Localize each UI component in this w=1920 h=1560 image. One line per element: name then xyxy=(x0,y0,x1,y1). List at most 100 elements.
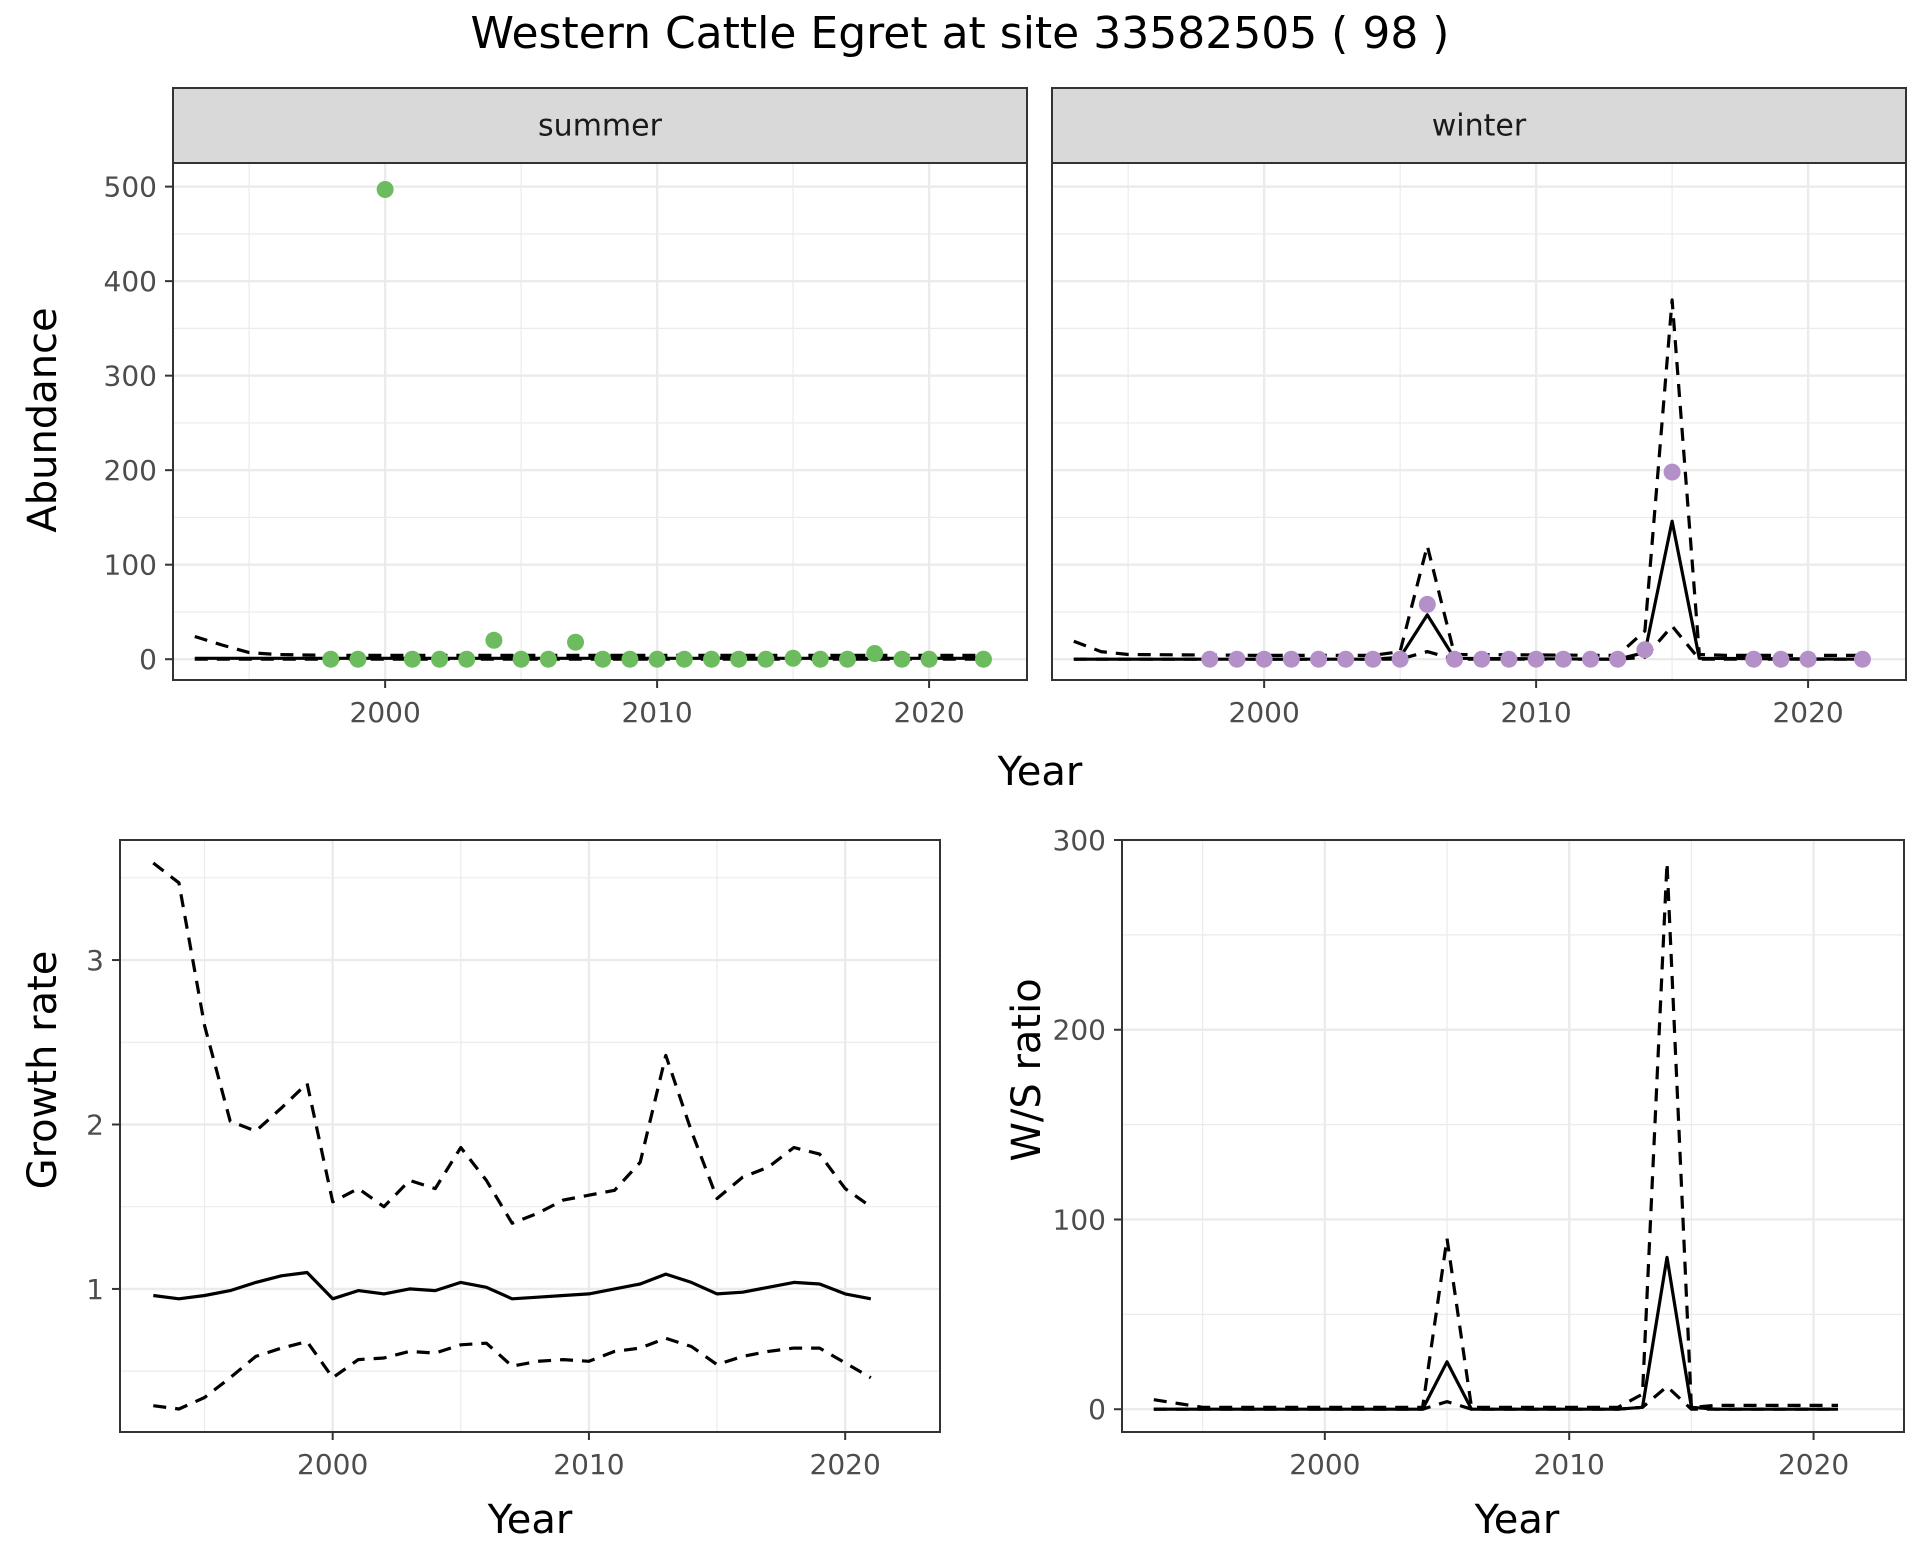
x-tick-label: 2020 xyxy=(893,696,964,729)
data-point xyxy=(1446,650,1464,668)
y-tick-label: 1 xyxy=(86,1273,104,1306)
data-point xyxy=(757,650,775,668)
y-tick-label: 0 xyxy=(139,643,157,676)
plot-background xyxy=(1052,163,1906,680)
series-line-mean xyxy=(1153,1255,1838,1411)
panel-border xyxy=(1121,839,1905,1433)
data-point xyxy=(1282,650,1300,668)
data-point xyxy=(838,650,856,668)
data-point xyxy=(1663,463,1681,481)
data-point xyxy=(1582,650,1600,668)
data-point xyxy=(1772,650,1790,668)
data-point xyxy=(512,650,530,668)
panel-border xyxy=(119,839,941,1433)
ws-ratio-panel: 2000 2010 2020 0 100 200 300 xyxy=(1053,824,1905,1481)
plot-background xyxy=(120,840,940,1432)
data-point xyxy=(920,650,938,668)
ws-y-axis-title: W/S ratio xyxy=(1004,978,1050,1161)
data-point xyxy=(648,650,666,668)
data-point xyxy=(730,650,748,668)
y-tick-label: 400 xyxy=(104,265,157,298)
data-point xyxy=(1745,650,1763,668)
x-tick-label: 2000 xyxy=(350,696,421,729)
data-point xyxy=(1636,641,1654,659)
data-point xyxy=(458,650,476,668)
data-point xyxy=(594,650,612,668)
series-line-mean xyxy=(153,1270,872,1301)
data-point xyxy=(1799,650,1817,668)
data-point xyxy=(1554,650,1572,668)
data-point xyxy=(349,650,367,668)
data-point xyxy=(1418,595,1436,613)
x-tick-label: 2000 xyxy=(1229,696,1300,729)
series-line-bound xyxy=(153,1336,872,1411)
data-point xyxy=(1364,650,1382,668)
data-point xyxy=(1228,650,1246,668)
facet-strip xyxy=(1051,87,1907,164)
data-point xyxy=(675,650,693,668)
facet-strip-label: summer xyxy=(538,109,663,144)
data-point xyxy=(866,645,884,663)
data-point xyxy=(621,650,639,668)
growth-rate-panel: 2000 2010 2020 1 2 3 xyxy=(86,839,941,1481)
plot-background xyxy=(173,163,1027,680)
growth-y-axis-title: Growth rate xyxy=(20,951,66,1190)
series-line-bound xyxy=(194,634,984,657)
data-point xyxy=(1310,650,1328,668)
x-tick-label: 2010 xyxy=(1500,696,1571,729)
data-point xyxy=(893,650,911,668)
data-point xyxy=(403,650,421,668)
y-tick-label: 100 xyxy=(104,549,157,582)
y-tick-label: 0 xyxy=(1088,1393,1106,1426)
x-tick-label: 2020 xyxy=(1772,696,1843,729)
top-y-axis-title: Abundance xyxy=(20,307,66,532)
x-tick-label: 2020 xyxy=(1778,1448,1849,1481)
data-point xyxy=(376,180,394,198)
data-point xyxy=(1255,650,1273,668)
data-point xyxy=(1500,650,1518,668)
data-point xyxy=(1337,650,1355,668)
data-point xyxy=(485,631,503,649)
data-point xyxy=(567,633,585,651)
data-point xyxy=(811,650,829,668)
facet-strip xyxy=(172,87,1028,164)
data-point xyxy=(431,650,449,668)
ws-x-axis-title: Year xyxy=(1474,1497,1560,1543)
data-point xyxy=(1473,650,1491,668)
data-point xyxy=(974,650,992,668)
y-tick-label: 300 xyxy=(104,360,157,393)
series-line-bound xyxy=(152,861,872,1225)
x-tick-label: 2020 xyxy=(810,1448,881,1481)
y-tick-label: 100 xyxy=(1053,1203,1106,1236)
y-tick-label: 500 xyxy=(104,171,157,204)
plot-background xyxy=(1122,840,1904,1432)
data-point xyxy=(539,650,557,668)
data-point xyxy=(1609,650,1627,668)
data-point xyxy=(703,650,721,668)
x-tick-label: 2010 xyxy=(1534,1448,1605,1481)
data-point xyxy=(322,650,340,668)
summer-panel: summer 2000 2010 2020 0 100 200 300 400 500 xyxy=(104,87,1028,729)
y-tick-label: 3 xyxy=(86,944,104,977)
chart-title: Western Cattle Egret at site 33582505 ( … xyxy=(471,8,1450,59)
data-point xyxy=(1201,650,1219,668)
winter-panel: winter 2000 2010 2020 xyxy=(1051,87,1907,729)
x-tick-label: 2000 xyxy=(297,1448,368,1481)
y-tick-label: 200 xyxy=(104,454,157,487)
growth-x-axis-title: Year xyxy=(487,1497,573,1543)
series-line-bound xyxy=(1073,298,1863,657)
data-point xyxy=(1853,650,1871,668)
x-tick-label: 2010 xyxy=(553,1448,624,1481)
y-tick-label: 200 xyxy=(1053,1014,1106,1047)
series-line-bound xyxy=(1153,861,1838,1409)
x-tick-label: 2010 xyxy=(621,696,692,729)
top-x-axis-title: Year xyxy=(997,749,1083,795)
data-point xyxy=(1527,650,1545,668)
y-tick-label: 300 xyxy=(1053,824,1106,857)
data-point xyxy=(784,649,802,667)
facet-strip-label: winter xyxy=(1432,109,1527,144)
data-point xyxy=(1391,650,1409,668)
x-tick-label: 2000 xyxy=(1289,1448,1360,1481)
series-line-bound xyxy=(1153,1384,1838,1411)
